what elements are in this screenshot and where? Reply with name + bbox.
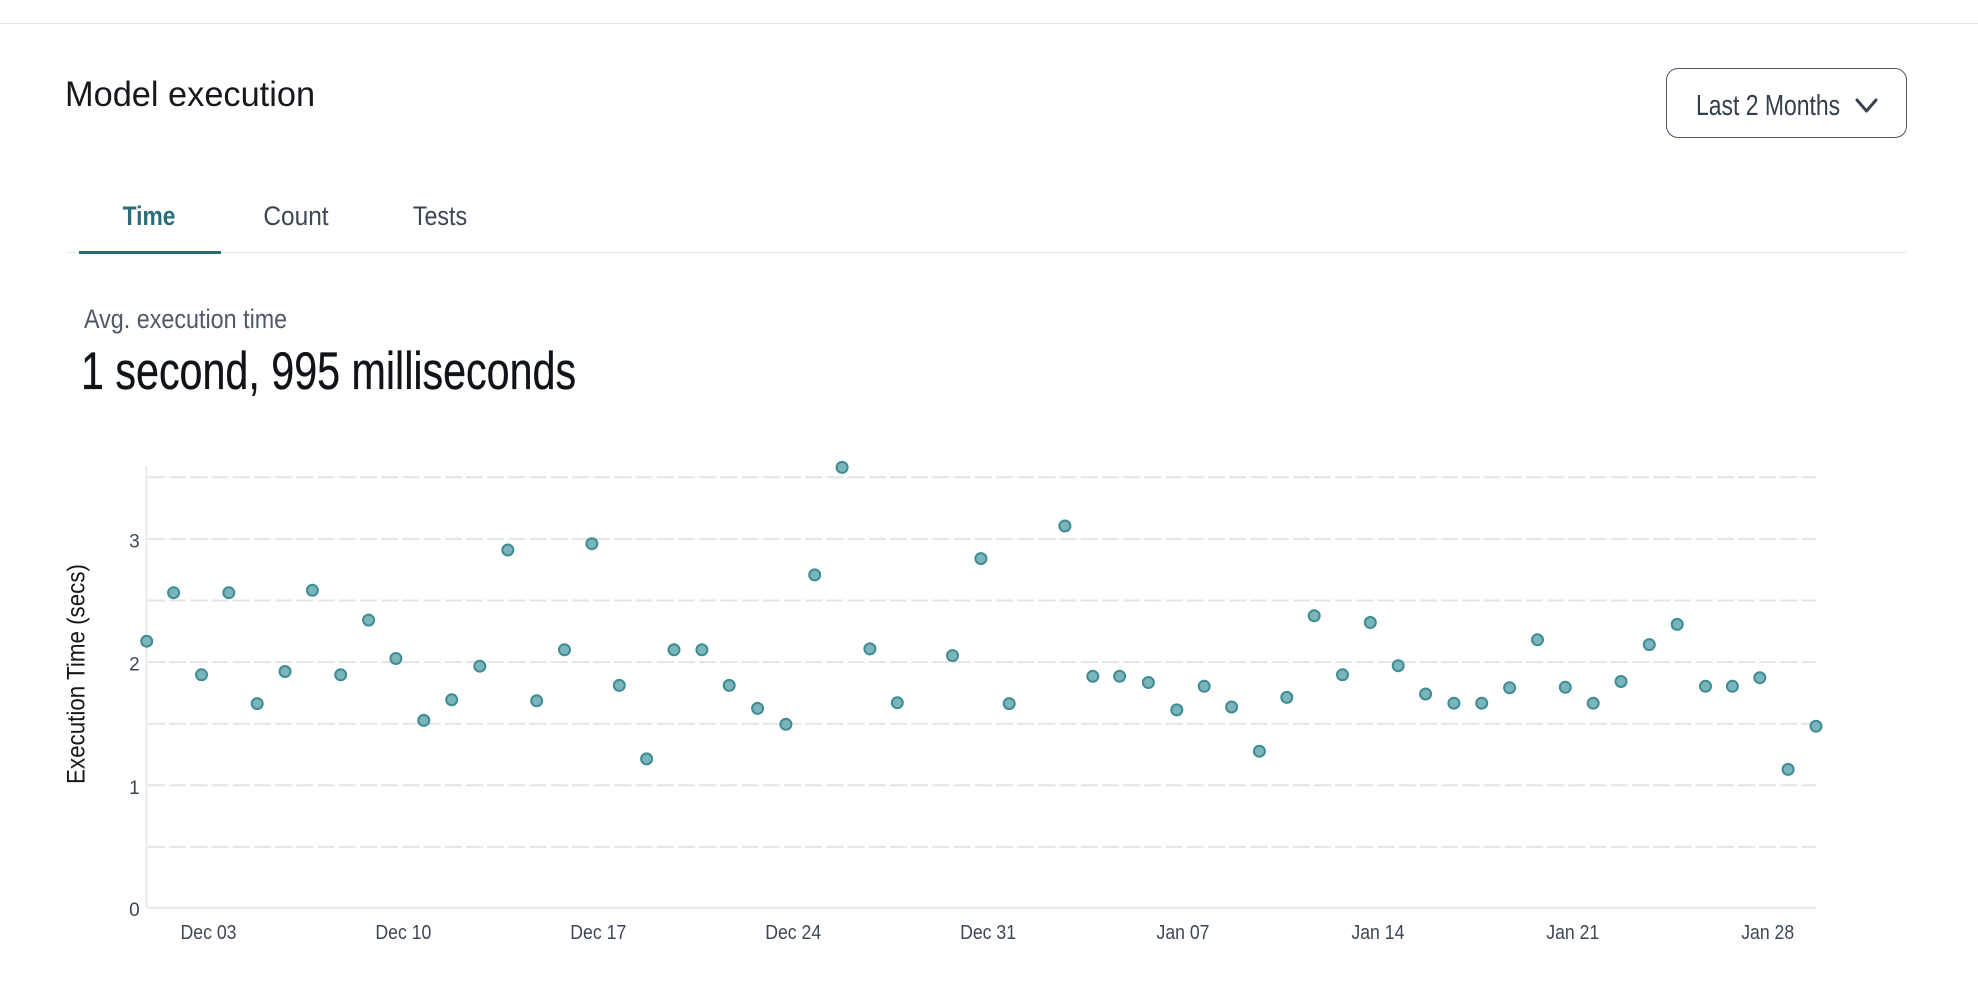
svg-text:Jan 28: Jan 28 <box>1741 922 1794 944</box>
svg-text:Jan 14: Jan 14 <box>1351 922 1404 944</box>
svg-text:Jan 07: Jan 07 <box>1157 922 1210 944</box>
svg-text:2: 2 <box>129 655 140 676</box>
svg-text:0: 0 <box>129 900 140 921</box>
svg-text:Dec 24: Dec 24 <box>765 922 821 944</box>
svg-text:Dec 03: Dec 03 <box>181 922 237 944</box>
svg-text:Jan 21: Jan 21 <box>1546 922 1599 944</box>
svg-text:1: 1 <box>129 778 140 799</box>
svg-text:Execution Time (secs): Execution Time (secs) <box>63 564 91 784</box>
svg-text:Dec 10: Dec 10 <box>375 922 431 944</box>
svg-text:Dec 31: Dec 31 <box>960 922 1016 944</box>
svg-text:Dec 17: Dec 17 <box>570 922 626 944</box>
svg-text:3: 3 <box>129 531 140 552</box>
